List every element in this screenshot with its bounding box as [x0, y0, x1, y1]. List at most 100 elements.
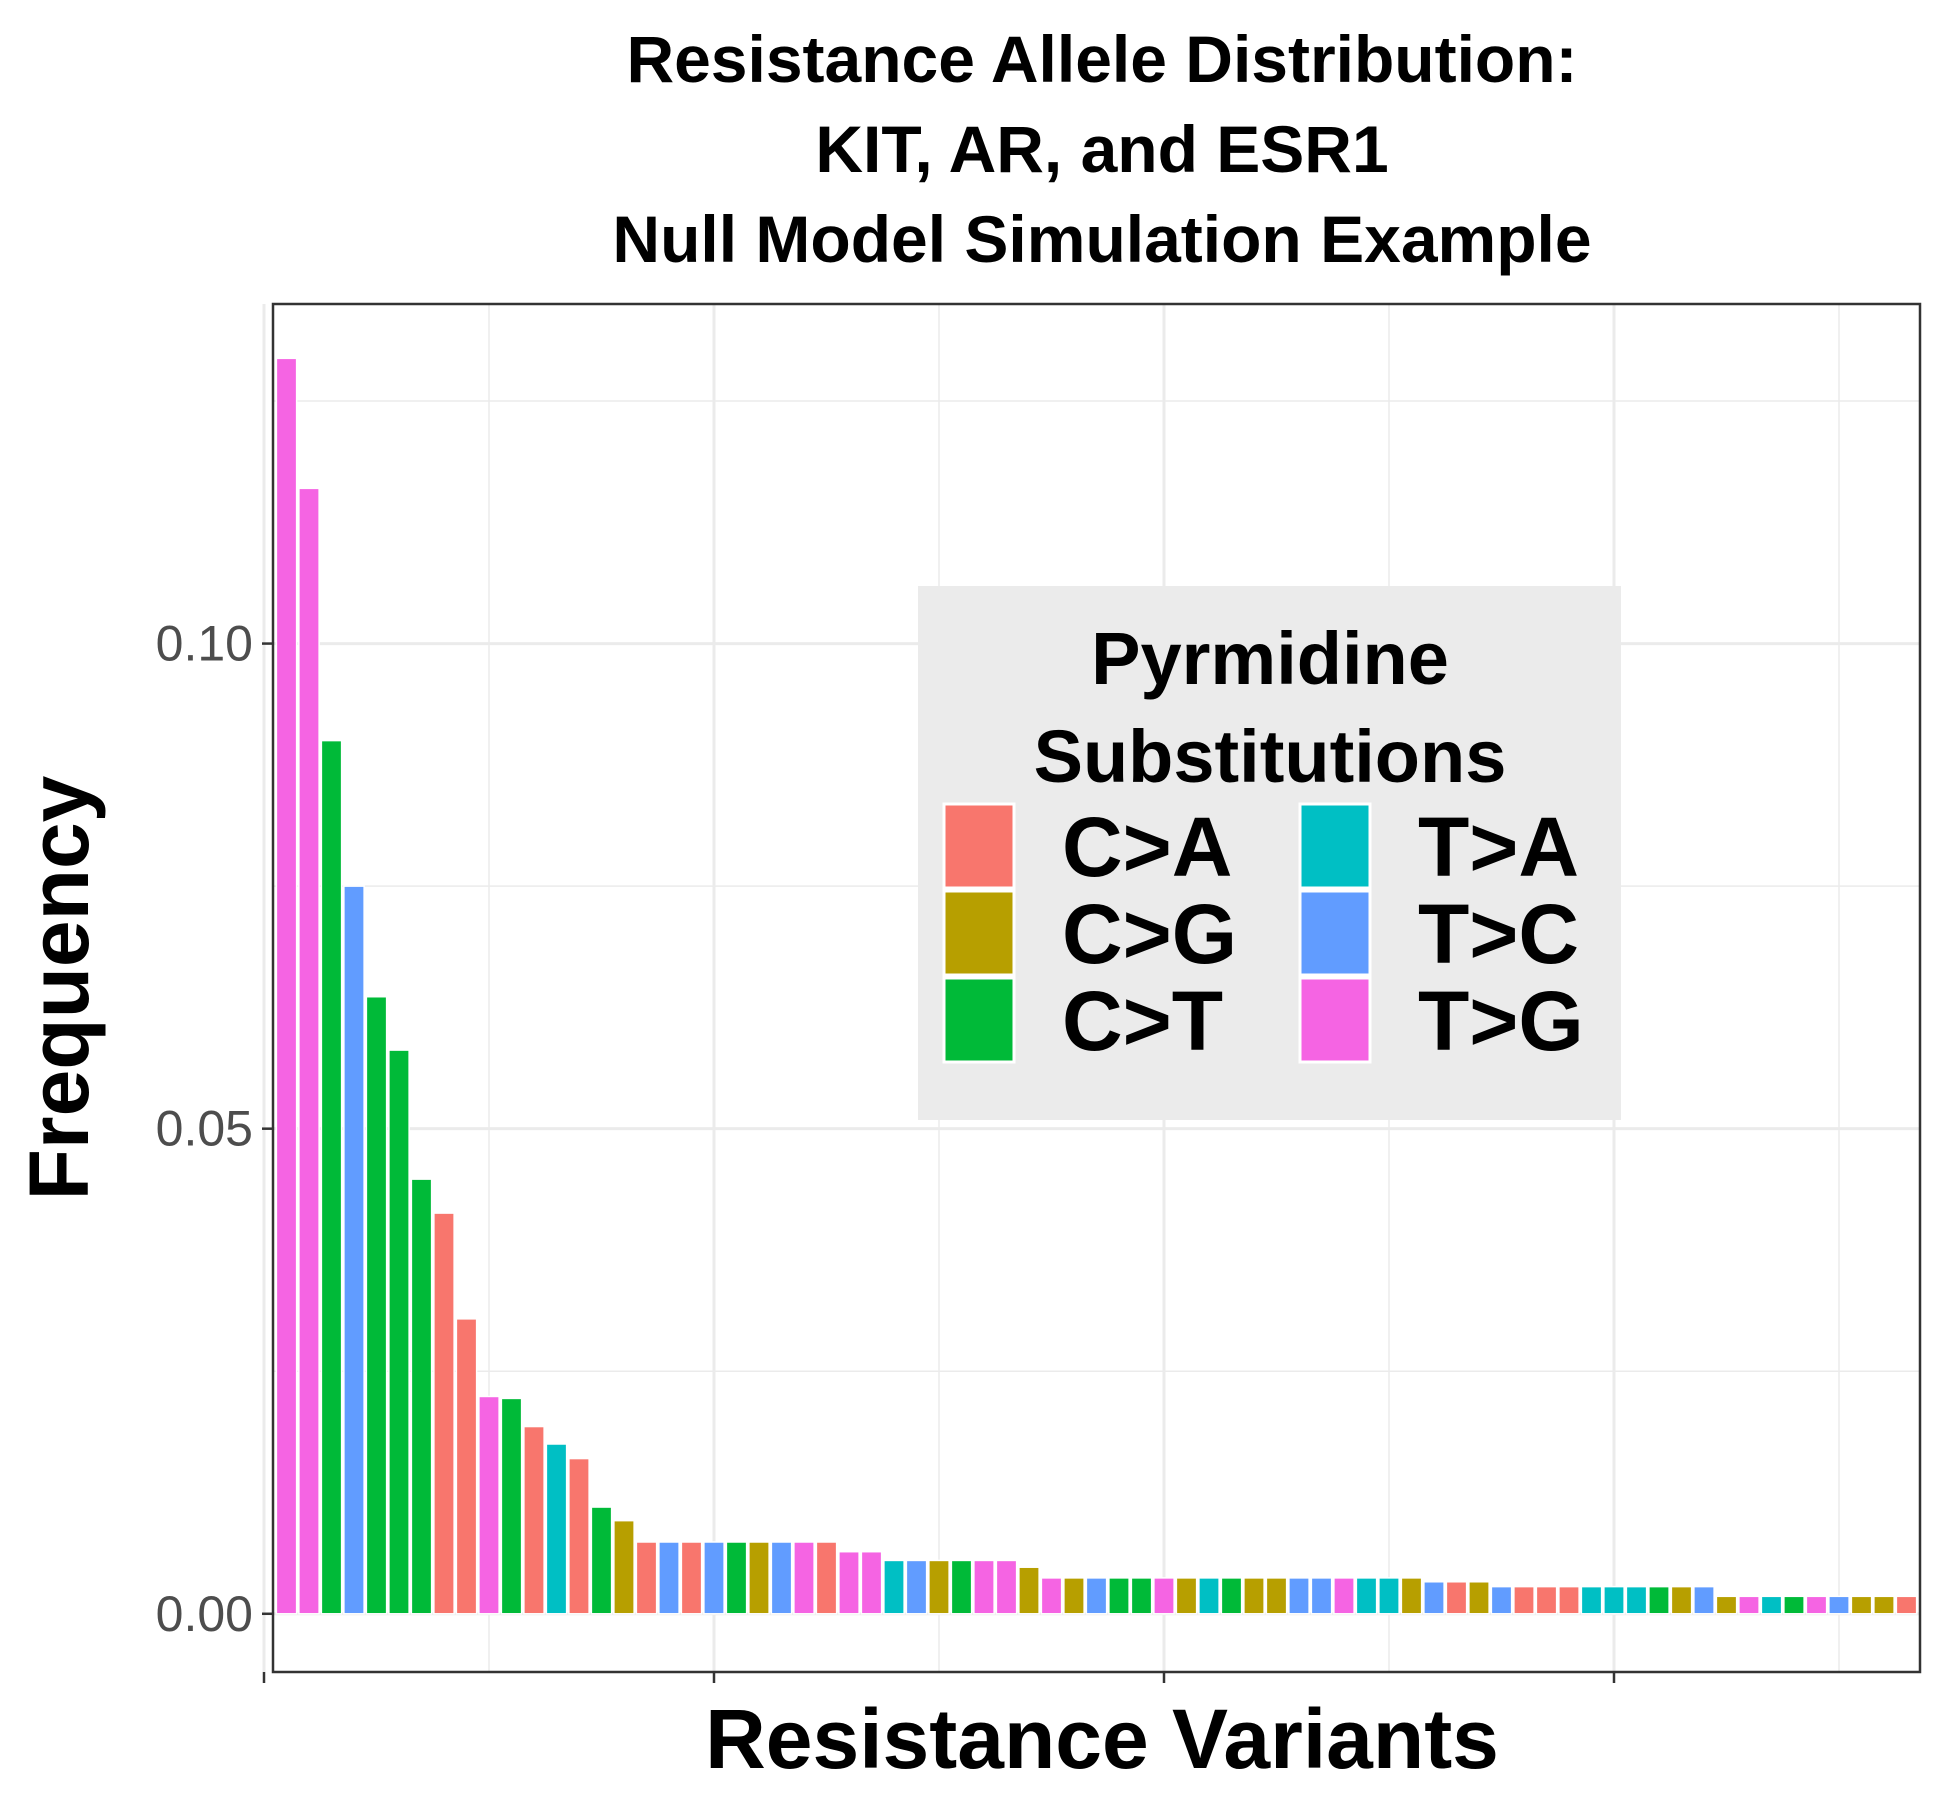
bar [658, 1541, 680, 1615]
bar [275, 357, 298, 1615]
bar [725, 1541, 748, 1615]
legend-title-line-1: Pyrmidine [1091, 617, 1449, 700]
bar [973, 1559, 995, 1615]
bar [1648, 1585, 1670, 1615]
bar [320, 739, 343, 1615]
bar [1423, 1581, 1445, 1615]
bar [1490, 1585, 1513, 1615]
chart-title-line-1: Resistance Allele Distribution: [626, 22, 1577, 96]
bar [1220, 1577, 1243, 1615]
y-tick-label: 0.10 [156, 616, 253, 672]
plot-border [271, 302, 1922, 1674]
legend-title-line-2: Substitutions [1034, 715, 1507, 798]
bar [1670, 1585, 1693, 1615]
y-tick-label: 0.00 [156, 1586, 253, 1642]
bar [838, 1550, 860, 1615]
bar [1333, 1577, 1355, 1615]
bar [1085, 1577, 1108, 1615]
bar [1625, 1585, 1648, 1615]
bar [590, 1506, 613, 1615]
legend-key [942, 976, 1016, 1064]
y-tick-label: 0.05 [156, 1101, 253, 1157]
legend-entries: C>AC>GC>T T>AT>CT>G [942, 800, 1584, 1068]
bar [1175, 1577, 1198, 1615]
bar [1400, 1577, 1423, 1615]
bar [1468, 1581, 1490, 1615]
bar [1783, 1595, 1805, 1615]
bar [905, 1559, 928, 1615]
legend-label: C>T [1062, 974, 1223, 1068]
bar [928, 1559, 950, 1615]
bar [1715, 1595, 1738, 1615]
bar [1198, 1577, 1220, 1615]
bar [1693, 1585, 1715, 1615]
bar [1018, 1566, 1040, 1615]
bar [523, 1425, 545, 1615]
bar [545, 1443, 568, 1615]
bar [1895, 1595, 1918, 1615]
bar [1153, 1577, 1175, 1615]
legend-key [1298, 889, 1372, 977]
legend-key [942, 889, 1016, 977]
bar [1805, 1595, 1828, 1615]
bar [1063, 1577, 1085, 1615]
bars [275, 357, 1918, 1615]
legend-label: T>A [1418, 800, 1579, 894]
bar [748, 1541, 770, 1615]
legend-label: T>G [1418, 974, 1584, 1068]
bar [1445, 1581, 1468, 1615]
bar [815, 1541, 838, 1615]
bar [1850, 1595, 1873, 1615]
y-axis-title: Frequency [12, 775, 106, 1200]
bar [1310, 1577, 1333, 1615]
legend-label: C>G [1062, 887, 1237, 981]
bar [1828, 1595, 1850, 1615]
bar [343, 885, 365, 1615]
bar [433, 1212, 455, 1615]
chart-title-line-3: Null Model Simulation Example [612, 202, 1591, 276]
bar [860, 1550, 883, 1615]
bar [1580, 1585, 1603, 1615]
bar [883, 1559, 905, 1615]
chart-title-line-2: KIT, AR, and ESR1 [815, 112, 1388, 186]
bar [635, 1541, 658, 1615]
bar [1513, 1585, 1535, 1615]
legend-background [918, 586, 1621, 1120]
bar [703, 1541, 725, 1615]
legend-key [1298, 802, 1372, 890]
bar [410, 1178, 433, 1615]
bar [1558, 1585, 1580, 1615]
bar [793, 1541, 815, 1615]
bar [613, 1519, 635, 1615]
bar [1760, 1595, 1783, 1615]
bar [995, 1559, 1018, 1615]
bar [950, 1559, 973, 1615]
legend-key [1298, 976, 1372, 1064]
bar [1265, 1577, 1288, 1615]
bar [1873, 1595, 1895, 1615]
legend: Pyrmidine Substitutions C>AC>GC>T T>AT>CT… [918, 586, 1621, 1120]
bar [1243, 1577, 1265, 1615]
bar [1535, 1585, 1558, 1615]
bar [1288, 1577, 1310, 1615]
legend-label: C>A [1062, 800, 1232, 894]
bar [1603, 1585, 1625, 1615]
bar [770, 1541, 793, 1615]
legend-label: T>C [1418, 887, 1579, 981]
bar [1040, 1577, 1063, 1615]
x-axis [262, 1672, 1616, 1683]
x-axis-title: Resistance Variants [705, 1692, 1499, 1786]
legend-key [942, 802, 1016, 890]
bar [680, 1541, 703, 1615]
y-axis: 0.00 0.05 0.10 [156, 616, 273, 1642]
bar [478, 1395, 500, 1615]
bar [568, 1457, 590, 1615]
bar [298, 487, 320, 1615]
bar [1355, 1577, 1378, 1615]
bar [455, 1318, 478, 1615]
bar [388, 1049, 410, 1615]
bar [1108, 1577, 1130, 1615]
bar [365, 995, 388, 1615]
bar [1130, 1577, 1153, 1615]
